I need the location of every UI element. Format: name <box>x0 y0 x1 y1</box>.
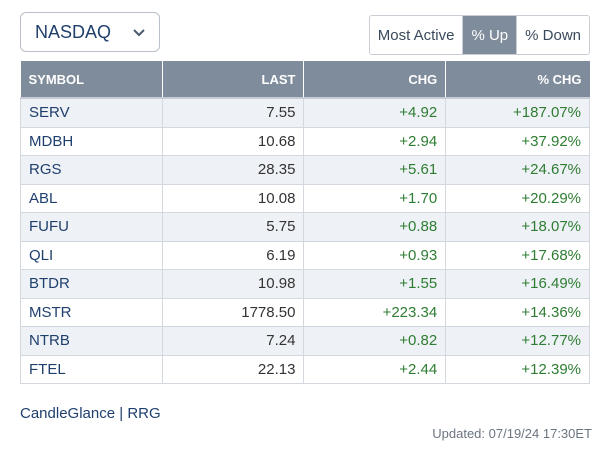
tab-percent-up[interactable]: % Up <box>462 16 517 54</box>
last-price: 1778.50 <box>161 297 305 327</box>
chevron-down-icon <box>133 29 145 37</box>
price-change: +5.61 <box>303 155 447 185</box>
percent-change: +16.49% <box>445 269 590 299</box>
tab-percent-down[interactable]: % Down <box>516 16 589 54</box>
percent-change: +18.07% <box>445 212 590 242</box>
price-change: +223.34 <box>303 297 447 327</box>
price-change: +1.55 <box>303 269 447 299</box>
table-row[interactable]: FUFU 5.75 +0.88 +18.07% <box>20 212 590 242</box>
symbol-link[interactable]: FTEL <box>20 354 163 384</box>
percent-change: +24.67% <box>445 155 590 185</box>
symbol-link[interactable]: QLI <box>20 240 163 270</box>
column-header-pct-chg[interactable]: % CHG <box>445 61 590 98</box>
percent-change: +14.36% <box>445 297 590 327</box>
column-header-chg[interactable]: CHG <box>303 61 447 98</box>
table-row[interactable]: BTDR 10.98 +1.55 +16.49% <box>20 269 590 299</box>
column-header-symbol[interactable]: SYMBOL <box>20 61 163 98</box>
symbol-link[interactable]: RGS <box>20 155 163 185</box>
symbol-link[interactable]: BTDR <box>20 269 163 299</box>
tab-most-active[interactable]: Most Active <box>369 16 463 54</box>
symbol-link[interactable]: NTRB <box>20 326 163 356</box>
percent-change: +20.29% <box>445 183 590 213</box>
last-price: 7.55 <box>161 97 305 128</box>
updated-timestamp: Updated: 07/19/24 17:30ET <box>432 426 592 441</box>
table-row[interactable]: MSTR 1778.50 +223.34 +14.36% <box>20 297 590 327</box>
last-price: 10.98 <box>161 269 305 299</box>
percent-change: +12.39% <box>445 354 590 384</box>
table-row[interactable]: FTEL 22.13 +2.44 +12.39% <box>20 354 590 384</box>
footer-separator: | <box>119 405 124 422</box>
percent-change: +37.92% <box>445 126 590 156</box>
table-header-row: SYMBOL LAST CHG % CHG <box>20 61 590 98</box>
movers-table: SYMBOL LAST CHG % CHG SERV 7.55 +4.92 +187.… <box>20 61 590 384</box>
last-price: 10.08 <box>161 183 305 213</box>
last-price: 10.68 <box>161 126 305 156</box>
price-change: +0.82 <box>303 326 447 356</box>
table-row[interactable]: MDBH 10.68 +2.94 +37.92% <box>20 126 590 156</box>
last-price: 5.75 <box>161 212 305 242</box>
table-row[interactable]: SERV 7.55 +4.92 +187.07% <box>20 97 590 128</box>
last-price: 22.13 <box>161 354 305 384</box>
table-row[interactable]: NTRB 7.24 +0.82 +12.77% <box>20 326 590 356</box>
symbol-link[interactable]: ABL <box>20 183 163 213</box>
symbol-link[interactable]: MDBH <box>20 126 163 156</box>
exchange-select[interactable]: NASDAQ <box>20 12 160 52</box>
last-price: 7.24 <box>161 326 305 356</box>
last-price: 6.19 <box>161 240 305 270</box>
percent-change: +12.77% <box>445 326 590 356</box>
price-change: +0.93 <box>303 240 447 270</box>
filter-tabs: Most Active % Up % Down <box>368 15 590 55</box>
exchange-select-value: NASDAQ <box>35 21 112 42</box>
price-change: +1.70 <box>303 183 447 213</box>
table-row[interactable]: ABL 10.08 +1.70 +20.29% <box>20 183 590 213</box>
column-header-last[interactable]: LAST <box>162 61 305 98</box>
table-row[interactable]: QLI 6.19 +0.93 +17.68% <box>20 240 590 270</box>
percent-change: +17.68% <box>445 240 590 270</box>
footer-links: CandleGlance | RRG <box>20 405 161 422</box>
symbol-link[interactable]: MSTR <box>20 297 163 327</box>
candleglance-link[interactable]: CandleGlance <box>20 405 116 422</box>
rrg-link[interactable]: RRG <box>127 405 161 422</box>
symbol-link[interactable]: SERV <box>20 97 163 128</box>
price-change: +2.94 <box>303 126 447 156</box>
price-change: +2.44 <box>303 354 447 384</box>
percent-change: +187.07% <box>445 97 590 128</box>
symbol-link[interactable]: FUFU <box>20 212 163 242</box>
table-row[interactable]: RGS 28.35 +5.61 +24.67% <box>20 155 590 185</box>
last-price: 28.35 <box>161 155 305 185</box>
price-change: +0.88 <box>303 212 447 242</box>
price-change: +4.92 <box>303 97 447 128</box>
